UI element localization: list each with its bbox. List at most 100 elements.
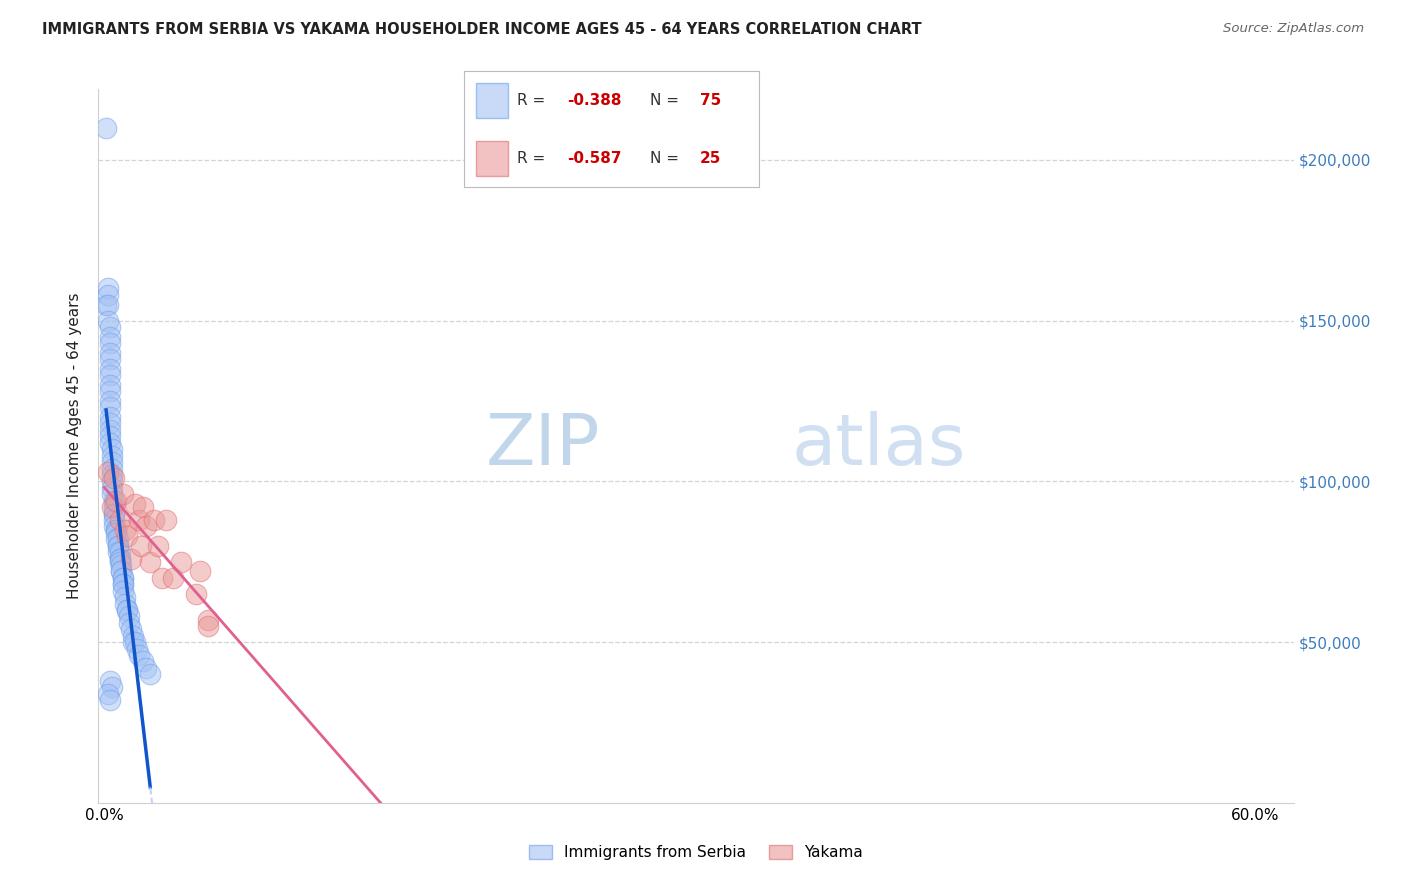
- Point: [128, 648, 150, 662]
- Point: [103, 507, 125, 521]
- Point: [101, 487, 124, 501]
- Text: IMMIGRANTS FROM SERBIA VS YAKAMA HOUSEHOLDER INCOME AGES 45 - 64 YEARS CORRELATI: IMMIGRANTS FROM SERBIA VS YAKAMA HOUSEHO…: [42, 22, 922, 37]
- Point: [115, 529, 138, 543]
- Point: [108, 555, 131, 569]
- Point: [104, 493, 127, 508]
- Point: [124, 497, 146, 511]
- Point: [97, 281, 120, 295]
- Point: [101, 449, 124, 463]
- Point: [129, 539, 152, 553]
- Point: [108, 513, 131, 527]
- Point: [98, 384, 121, 399]
- Point: [101, 500, 124, 514]
- Point: [94, 297, 117, 311]
- Point: [103, 513, 125, 527]
- Point: [103, 493, 125, 508]
- Point: [131, 500, 153, 514]
- Point: [112, 583, 135, 598]
- Point: [98, 320, 121, 334]
- Text: 75: 75: [700, 93, 721, 108]
- Point: [139, 555, 162, 569]
- Point: [120, 551, 142, 566]
- Point: [98, 394, 121, 409]
- Point: [98, 368, 121, 383]
- Point: [104, 523, 127, 537]
- Point: [107, 539, 129, 553]
- Point: [104, 525, 127, 540]
- Point: [122, 629, 145, 643]
- Text: N =: N =: [650, 93, 683, 108]
- Point: [114, 523, 136, 537]
- Point: [110, 565, 132, 579]
- Point: [112, 571, 135, 585]
- Point: [107, 533, 129, 547]
- Point: [170, 555, 193, 569]
- Point: [197, 619, 219, 633]
- Text: Source: ZipAtlas.com: Source: ZipAtlas.com: [1223, 22, 1364, 36]
- Point: [101, 442, 124, 457]
- Point: [98, 378, 121, 392]
- Point: [103, 500, 125, 514]
- Point: [98, 423, 121, 437]
- Point: [135, 519, 157, 533]
- Point: [104, 523, 127, 537]
- Point: [98, 673, 121, 688]
- Point: [98, 693, 121, 707]
- Point: [98, 429, 121, 443]
- Point: [128, 513, 150, 527]
- Text: atlas: atlas: [792, 411, 966, 481]
- Point: [108, 551, 131, 566]
- Point: [162, 571, 184, 585]
- Point: [108, 545, 131, 559]
- Point: [124, 635, 146, 649]
- Point: [110, 558, 132, 572]
- Point: [112, 571, 135, 585]
- Point: [125, 641, 148, 656]
- Point: [101, 481, 124, 495]
- Point: [150, 571, 173, 585]
- Point: [101, 680, 124, 694]
- Legend: Immigrants from Serbia, Yakama: Immigrants from Serbia, Yakama: [523, 839, 869, 866]
- Point: [98, 401, 121, 415]
- Point: [103, 507, 125, 521]
- Point: [94, 120, 117, 135]
- Point: [112, 487, 135, 501]
- Point: [112, 577, 135, 591]
- Point: [97, 465, 120, 479]
- Point: [122, 635, 145, 649]
- Point: [139, 667, 162, 681]
- Point: [131, 654, 153, 668]
- Point: [114, 590, 136, 604]
- Point: [98, 329, 121, 343]
- Text: -0.587: -0.587: [568, 151, 621, 166]
- Point: [97, 686, 120, 700]
- Point: [98, 410, 121, 425]
- Point: [115, 603, 138, 617]
- Point: [98, 362, 121, 376]
- Text: N =: N =: [650, 151, 683, 166]
- Point: [101, 475, 124, 489]
- Text: R =: R =: [517, 93, 550, 108]
- Point: [103, 519, 125, 533]
- Point: [97, 297, 120, 311]
- Point: [120, 622, 142, 636]
- Point: [118, 615, 141, 630]
- Point: [135, 661, 157, 675]
- Text: -0.388: -0.388: [568, 93, 621, 108]
- Point: [104, 533, 127, 547]
- Point: [114, 597, 136, 611]
- Point: [98, 336, 121, 351]
- Point: [186, 587, 208, 601]
- Y-axis label: Householder Income Ages 45 - 64 years: Householder Income Ages 45 - 64 years: [67, 293, 83, 599]
- Point: [118, 609, 141, 624]
- Point: [107, 539, 129, 553]
- Point: [108, 551, 131, 566]
- FancyBboxPatch shape: [475, 141, 509, 176]
- Point: [98, 417, 121, 431]
- Point: [146, 539, 169, 553]
- Point: [98, 345, 121, 359]
- Point: [98, 435, 121, 450]
- Point: [101, 455, 124, 469]
- Point: [97, 313, 120, 327]
- Text: R =: R =: [517, 151, 550, 166]
